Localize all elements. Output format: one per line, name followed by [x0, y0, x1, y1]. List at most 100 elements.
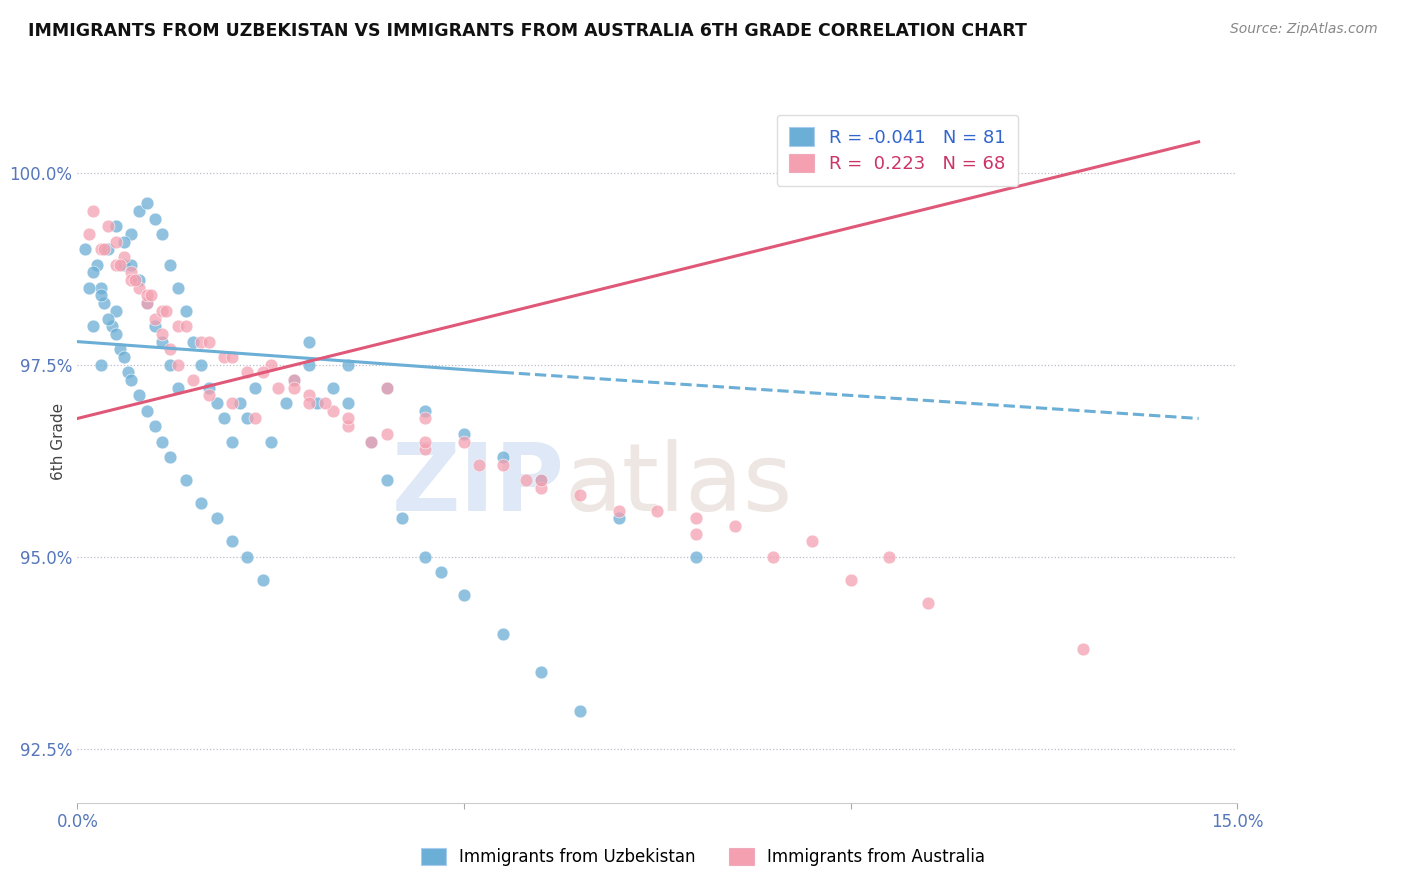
Point [801, 534, 824, 549]
Point [86, 258, 108, 272]
Point [375, 381, 398, 395]
Point [307, 396, 329, 410]
Point [336, 396, 359, 410]
Point [174, 319, 197, 334]
Y-axis label: 6th Grade: 6th Grade [51, 403, 66, 480]
Point [1071, 642, 1094, 657]
Point [375, 381, 398, 395]
Point [143, 419, 166, 434]
Point [197, 381, 219, 395]
Legend: Immigrants from Uzbekistan, Immigrants from Australia: Immigrants from Uzbekistan, Immigrants f… [412, 840, 994, 875]
Point [135, 196, 157, 211]
Point [139, 288, 162, 302]
Point [274, 396, 298, 410]
Point [685, 511, 707, 525]
Point [197, 334, 219, 349]
Point [492, 458, 515, 472]
Point [120, 373, 143, 387]
Point [128, 388, 150, 402]
Point [152, 304, 174, 318]
Point [283, 381, 305, 395]
Point [93, 296, 115, 310]
Point [82, 319, 104, 334]
Point [120, 265, 143, 279]
Point [917, 596, 939, 610]
Point [112, 258, 135, 272]
Point [159, 358, 181, 372]
Point [97, 219, 120, 234]
Text: IMMIGRANTS FROM UZBEKISTAN VS IMMIGRANTS FROM AUSTRALIA 6TH GRADE CORRELATION CH: IMMIGRANTS FROM UZBEKISTAN VS IMMIGRANTS… [28, 22, 1026, 40]
Point [205, 511, 228, 525]
Point [183, 373, 205, 387]
Point [166, 319, 188, 334]
Point [375, 473, 398, 487]
Point [468, 458, 491, 472]
Point [112, 350, 135, 364]
Point [336, 419, 359, 434]
Text: atlas: atlas [565, 439, 793, 531]
Point [166, 381, 188, 395]
Point [108, 258, 131, 272]
Point [197, 388, 219, 402]
Point [90, 288, 111, 302]
Legend: R = -0.041   N = 81, R =  0.223   N = 68: R = -0.041 N = 81, R = 0.223 N = 68 [776, 114, 1018, 186]
Point [105, 326, 127, 341]
Point [135, 296, 157, 310]
Point [453, 588, 475, 602]
Point [530, 473, 553, 487]
Point [453, 426, 475, 441]
Point [336, 411, 359, 425]
Point [117, 365, 139, 379]
Point [174, 304, 197, 318]
Point [453, 434, 475, 449]
Point [492, 450, 515, 464]
Point [283, 373, 305, 387]
Point [375, 426, 398, 441]
Point [77, 227, 100, 241]
Point [877, 549, 901, 564]
Point [135, 288, 157, 302]
Point [530, 665, 553, 680]
Point [259, 434, 281, 449]
Point [190, 334, 212, 349]
Point [236, 411, 259, 425]
Point [360, 434, 382, 449]
Point [128, 203, 150, 218]
Point [75, 243, 96, 257]
Point [128, 273, 150, 287]
Point [120, 273, 143, 287]
Point [183, 334, 205, 349]
Point [252, 573, 274, 587]
Point [685, 526, 707, 541]
Point [190, 496, 212, 510]
Point [143, 311, 166, 326]
Point [205, 396, 228, 410]
Point [105, 219, 127, 234]
Point [413, 549, 436, 564]
Point [108, 343, 131, 357]
Point [413, 411, 436, 425]
Point [82, 265, 104, 279]
Point [105, 235, 127, 249]
Point [135, 296, 157, 310]
Point [77, 281, 100, 295]
Point [152, 227, 174, 241]
Point [97, 243, 120, 257]
Point [82, 203, 104, 218]
Point [112, 235, 135, 249]
Point [152, 334, 174, 349]
Point [360, 434, 382, 449]
Point [430, 565, 453, 579]
Point [112, 250, 135, 264]
Point [314, 396, 336, 410]
Point [228, 396, 252, 410]
Point [93, 243, 115, 257]
Point [101, 319, 124, 334]
Point [321, 404, 344, 418]
Point [607, 504, 630, 518]
Point [530, 473, 553, 487]
Point [143, 211, 166, 226]
Point [530, 481, 553, 495]
Point [259, 358, 281, 372]
Point [391, 511, 413, 525]
